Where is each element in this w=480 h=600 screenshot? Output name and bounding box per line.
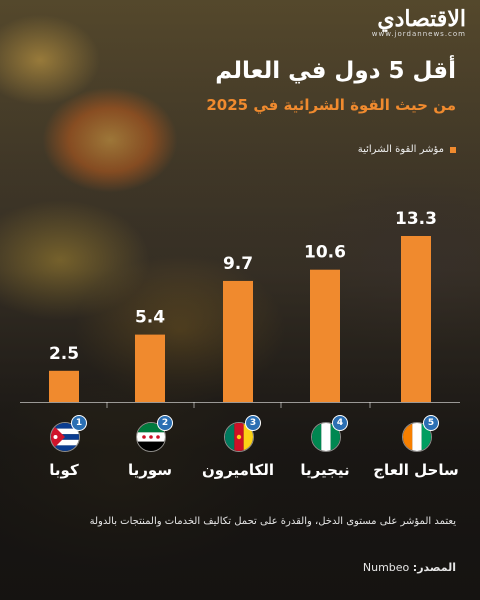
rank-badge: 2 bbox=[157, 415, 173, 431]
cameroon-flag-icon bbox=[224, 422, 254, 452]
bar-value-label: 9.7 bbox=[223, 254, 253, 274]
bar-1 bbox=[49, 370, 79, 402]
rank-badge: 1 bbox=[71, 415, 87, 431]
source-line: المصدر: Numbeo bbox=[363, 561, 456, 574]
bar-3 bbox=[223, 280, 253, 402]
legend-swatch bbox=[450, 146, 456, 153]
source-label: المصدر: bbox=[412, 561, 456, 574]
ivory-coast-flag-icon bbox=[402, 422, 432, 452]
category-label: سوريا bbox=[127, 461, 173, 479]
category-label: كوبا bbox=[49, 461, 79, 479]
bar-2 bbox=[135, 334, 165, 402]
bar-value-label: 5.4 bbox=[135, 308, 165, 328]
bar-value-label: 10.6 bbox=[304, 243, 346, 263]
brand-logo: الاقتصادي www.jordannews.com bbox=[372, 6, 466, 38]
bar-value-label: 13.3 bbox=[395, 209, 437, 229]
category-label: نيجيريا bbox=[300, 461, 350, 479]
cuba-flag-icon bbox=[50, 422, 80, 452]
bar-5 bbox=[401, 236, 431, 402]
rank-badge: 3 bbox=[245, 415, 261, 431]
nigeria-flag-icon bbox=[311, 422, 341, 452]
legend: مؤشر القوة الشرائية bbox=[358, 144, 456, 155]
logo-site: www.jordannews.com bbox=[371, 30, 466, 38]
rank-badge: 5 bbox=[423, 415, 439, 431]
legend-label: مؤشر القوة الشرائية bbox=[357, 144, 444, 155]
rank-badge: 4 bbox=[332, 415, 348, 431]
chart-title: أقل 5 دول في العالم bbox=[215, 58, 456, 84]
logo-name: الاقتصادي bbox=[377, 6, 466, 32]
bar-4 bbox=[310, 269, 340, 402]
bar-value-label: 2.5 bbox=[49, 344, 79, 364]
footnote: يعتمد المؤشر على مستوى الدخل، والقدرة عل… bbox=[89, 516, 456, 527]
chart-subtitle: من حيث القوة الشرائية في 2025 bbox=[206, 96, 456, 114]
category-label: الكاميرون bbox=[202, 461, 274, 479]
source-value: Numbeo bbox=[362, 561, 410, 574]
category-label: ساحل العاج bbox=[373, 461, 459, 479]
syria-flag-icon bbox=[136, 422, 166, 452]
